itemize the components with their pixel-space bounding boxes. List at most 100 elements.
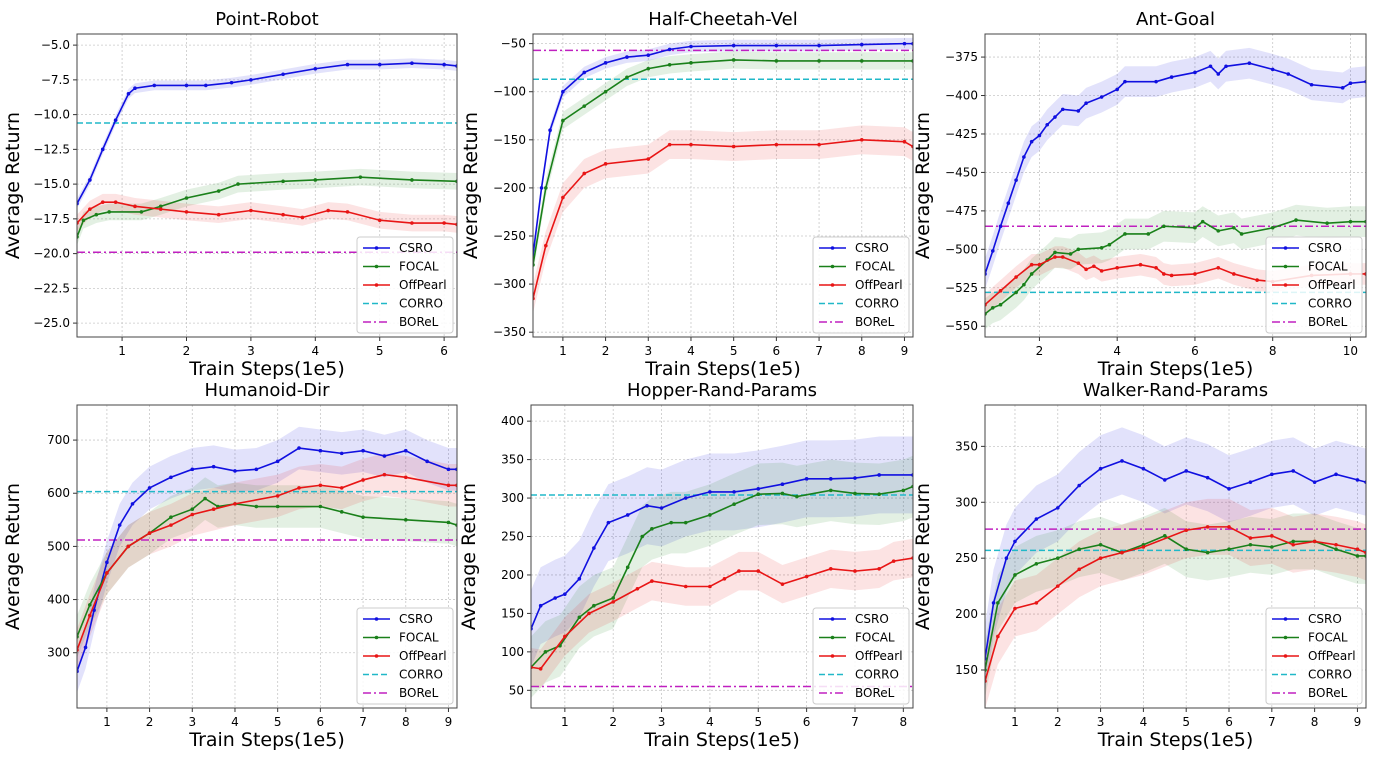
- marker-offpearl: [1232, 272, 1236, 276]
- marker-csro: [563, 592, 567, 596]
- marker-csro: [582, 70, 587, 75]
- marker-offpearl: [1184, 528, 1189, 533]
- marker-focal: [625, 75, 629, 80]
- legend-label: CSRO: [855, 241, 889, 255]
- marker-offpearl: [561, 195, 565, 200]
- marker-focal: [1184, 547, 1189, 552]
- marker-focal: [410, 178, 414, 182]
- x-tick-label: 2: [146, 715, 154, 729]
- y-tick-label: −300: [493, 277, 526, 291]
- marker-csro: [1216, 72, 1221, 76]
- y-tick-label: 250: [955, 551, 978, 565]
- x-tick-label: 7: [1268, 715, 1276, 729]
- legend-marker: [1283, 635, 1288, 640]
- marker-focal: [1162, 224, 1166, 229]
- marker-focal: [1053, 250, 1057, 255]
- legend-box: [812, 607, 910, 705]
- marker-offpearl: [1120, 550, 1124, 555]
- y-tick-label: −25.0: [33, 316, 70, 330]
- marker-csro: [990, 249, 995, 253]
- x-axis-label: Train Steps(1e5): [644, 358, 800, 380]
- x-tick-label: 9: [901, 344, 909, 358]
- marker-csro: [1154, 79, 1158, 84]
- marker-csro: [361, 448, 365, 453]
- marker-offpearl: [1034, 601, 1039, 605]
- marker-csro: [105, 560, 109, 565]
- marker-focal: [216, 189, 221, 193]
- marker-offpearl: [190, 512, 195, 517]
- marker-focal: [358, 175, 363, 179]
- y-tick-label: −450: [945, 165, 978, 179]
- marker-csro: [683, 496, 688, 500]
- legend-label: BOReL: [399, 686, 439, 700]
- marker-focal: [107, 210, 112, 214]
- marker-focal: [1270, 545, 1274, 549]
- chart-title: Ant-Goal: [1136, 9, 1215, 30]
- legend-marker: [830, 264, 835, 269]
- marker-csro: [297, 446, 301, 450]
- marker-focal: [669, 520, 674, 525]
- plot-area: [985, 47, 1366, 330]
- marker-focal: [544, 186, 548, 190]
- y-tick-label: 200: [501, 568, 524, 582]
- marker-csro: [249, 78, 253, 82]
- x-tick-label: 2: [602, 344, 610, 358]
- x-tick-label: 4: [1140, 715, 1148, 729]
- marker-csro: [126, 91, 131, 96]
- marker-offpearl: [281, 212, 285, 217]
- marker-csro: [446, 467, 451, 472]
- marker-csro: [1034, 517, 1039, 521]
- marker-offpearl: [345, 210, 350, 214]
- marker-focal: [1055, 556, 1060, 560]
- marker-csro: [190, 467, 195, 472]
- line-focal: [533, 59, 913, 265]
- x-axis-label: Train Steps(1e5): [1097, 729, 1253, 751]
- y-tick-label: 300: [955, 495, 978, 509]
- marker-csro: [603, 61, 608, 65]
- marker-csro: [561, 89, 565, 94]
- legend-marker: [1283, 654, 1288, 658]
- marker-offpearl: [667, 142, 672, 147]
- marker-focal: [1200, 219, 1205, 224]
- marker-offpearl: [1205, 525, 1210, 529]
- marker-csro: [1270, 67, 1275, 72]
- marker-offpearl: [169, 523, 173, 527]
- marker-offpearl: [297, 486, 301, 490]
- marker-csro: [1205, 475, 1210, 480]
- line-offpearl: [77, 473, 457, 651]
- marker-csro: [100, 147, 105, 152]
- y-axis-label: Average Return: [460, 112, 482, 259]
- marker-offpearl: [1255, 278, 1259, 282]
- marker-csro: [169, 475, 173, 480]
- marker-offpearl: [1141, 545, 1146, 549]
- marker-csro: [731, 43, 736, 48]
- marker-csro: [254, 467, 259, 472]
- y-tick-label: −15.0: [33, 177, 70, 191]
- marker-offpearl: [403, 475, 408, 480]
- marker-focal: [901, 488, 906, 493]
- marker-offpearl: [635, 586, 640, 591]
- y-tick-label: 600: [47, 486, 70, 500]
- marker-offpearl: [361, 478, 365, 482]
- subplot-2: 2 4 6 8 10 −375 −400 −425 −450 −475 −500 −525 −550 An…: [912, 9, 1367, 380]
- y-axis-label: Average Return: [2, 112, 24, 259]
- marker-focal: [1291, 539, 1296, 544]
- legend-label: OffPearl: [1308, 649, 1356, 663]
- y-tick-label: −475: [945, 204, 978, 218]
- legend-label: CORRO: [855, 297, 899, 311]
- marker-focal: [756, 492, 761, 497]
- marker-focal: [139, 210, 144, 214]
- marker-csro: [133, 86, 137, 91]
- legend-label: FOCAL: [399, 631, 439, 645]
- legend-label: FOCAL: [855, 631, 895, 645]
- marker-focal: [603, 89, 608, 94]
- marker-csro: [539, 186, 544, 190]
- marker-offpearl: [382, 472, 387, 477]
- marker-offpearl: [1092, 264, 1096, 269]
- marker-offpearl: [731, 144, 736, 149]
- marker-csro: [345, 62, 350, 67]
- marker-offpearl: [1077, 567, 1081, 572]
- x-tick-label: 4: [231, 715, 239, 729]
- marker-offpearl: [1099, 269, 1104, 273]
- marker-focal: [592, 603, 596, 608]
